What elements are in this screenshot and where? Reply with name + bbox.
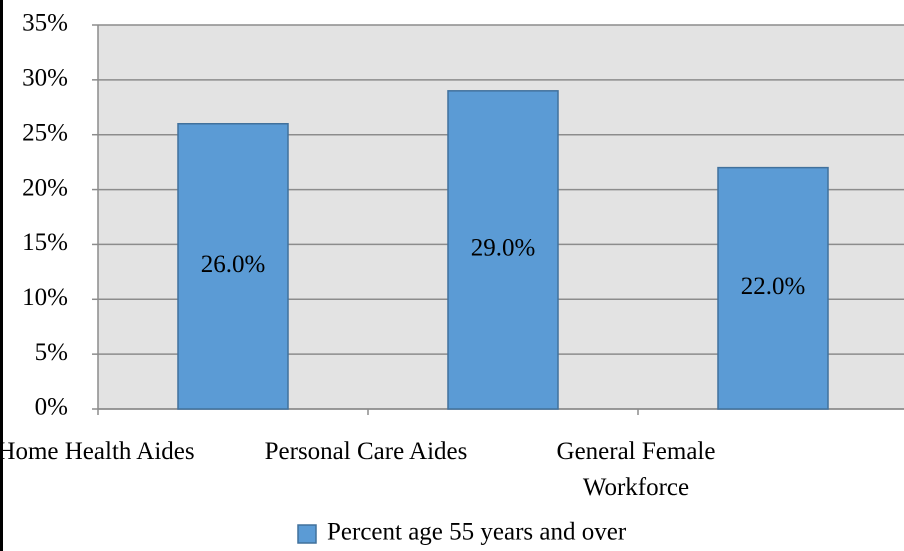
value-label: 26.0% — [201, 251, 266, 278]
y-tick-label: 35% — [22, 10, 68, 37]
x-tick-label: Personal Care Aides — [264, 438, 468, 465]
y-tick-label: 30% — [22, 65, 68, 92]
y-tick-label: 5% — [35, 339, 68, 366]
bar — [447, 90, 559, 410]
value-label: 29.0% — [471, 235, 536, 262]
legend-swatch — [297, 524, 317, 544]
y-tick-label: 25% — [22, 119, 68, 146]
value-label: 22.0% — [741, 273, 806, 300]
bar — [177, 122, 289, 410]
y-tick-label: 20% — [22, 174, 68, 201]
legend-label: Percent age 55 years and over — [327, 519, 627, 546]
y-tick-label: 10% — [22, 284, 68, 311]
y-tick-label: 15% — [22, 229, 68, 256]
x-tick-label: General Female Workforce — [556, 438, 716, 501]
bar — [717, 166, 829, 410]
y-tick-label: 0% — [35, 394, 68, 421]
x-tick-label: Home Health Aides — [0, 438, 195, 465]
left-border — [0, 0, 3, 551]
